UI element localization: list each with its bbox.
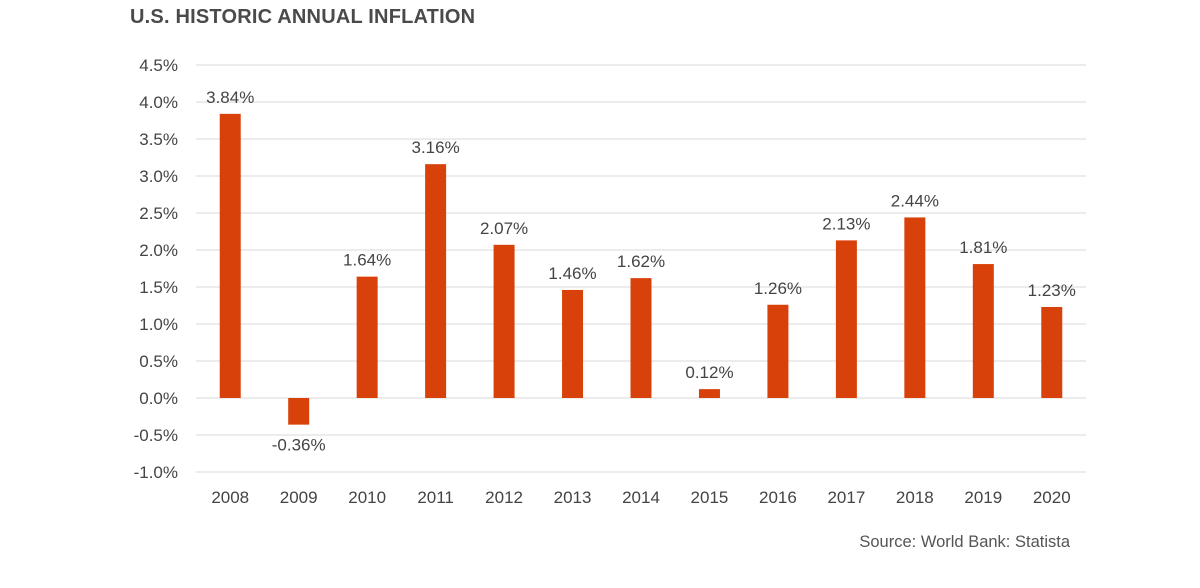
data-label-2014: 1.62% [617, 252, 665, 271]
chart-title: U.S. HISTORIC ANNUAL INFLATION [130, 6, 476, 28]
bar-2013 [562, 289, 584, 398]
y-tick-label: 1.5% [139, 278, 178, 297]
data-label-2012: 2.07% [480, 219, 528, 238]
x-tick-label: 2014 [622, 488, 660, 507]
x-axis-ticks: 2008 2009 2010 2011 2012 2013 2014 2015 2016 2017… [211, 488, 1070, 507]
bar-2020 [1041, 306, 1063, 398]
y-tick-label: 0.0% [139, 389, 178, 408]
x-tick-label: 2016 [759, 488, 797, 507]
bar-2009 [288, 398, 310, 425]
data-label-2019: 1.81% [959, 238, 1007, 257]
x-tick-label: 2012 [485, 488, 523, 507]
x-tick-label: 2018 [896, 488, 934, 507]
x-tick-label: 2009 [280, 488, 318, 507]
data-label-2010: 1.64% [343, 251, 391, 270]
x-tick-label: 2019 [964, 488, 1002, 507]
y-axis-ticks: 4.5% 4.0% 3.5% 3.0% 2.5% 2.0% 1.5% 1.0% 0.5% 0.0%… [134, 56, 178, 482]
y-tick-label: 3.5% [139, 130, 178, 149]
data-labels: 3.84% -0.36% 1.64% 3.16% 2.07% 1.46% 1.62% 0.12… [206, 88, 1076, 455]
data-label-2020: 1.23% [1028, 281, 1076, 300]
y-tick-label: 4.5% [139, 56, 178, 75]
x-tick-label: 2017 [827, 488, 865, 507]
x-tick-label: 2020 [1033, 488, 1071, 507]
y-tick-label: 3.0% [139, 167, 178, 186]
x-tick-label: 2015 [691, 488, 729, 507]
y-tick-label: 2.5% [139, 204, 178, 223]
bar-2017 [835, 240, 857, 398]
x-tick-label: 2008 [211, 488, 249, 507]
y-tick-label: -0.5% [134, 426, 178, 445]
bar-2015 [698, 389, 720, 398]
bars [219, 113, 1063, 425]
y-tick-label: 1.0% [139, 315, 178, 334]
bar-2019 [972, 264, 994, 398]
x-tick-label: 2013 [554, 488, 592, 507]
bar-2018 [904, 217, 926, 398]
x-tick-label: 2011 [417, 488, 454, 507]
bar-2010 [356, 276, 378, 398]
y-tick-label: 0.5% [139, 352, 178, 371]
data-label-2008: 3.84% [206, 88, 254, 107]
x-tick-label: 2010 [348, 488, 386, 507]
data-label-2018: 2.44% [891, 191, 939, 210]
bar-2012 [493, 244, 515, 398]
data-label-2017: 2.13% [822, 214, 870, 233]
data-label-2013: 1.46% [548, 264, 596, 283]
bar-2016 [767, 304, 789, 398]
bar-2008 [219, 113, 241, 398]
y-tick-label: 2.0% [139, 241, 178, 260]
bar-2011 [425, 164, 447, 398]
data-label-2011: 3.16% [412, 138, 460, 157]
y-tick-label: 4.0% [139, 93, 178, 112]
data-label-2016: 1.26% [754, 279, 802, 298]
data-label-2009: -0.36% [272, 436, 326, 455]
bar-2014 [630, 278, 652, 398]
data-label-2015: 0.12% [685, 363, 733, 382]
source-note: Source: World Bank: Statista [859, 533, 1070, 551]
y-tick-label: -1.0% [134, 463, 178, 482]
